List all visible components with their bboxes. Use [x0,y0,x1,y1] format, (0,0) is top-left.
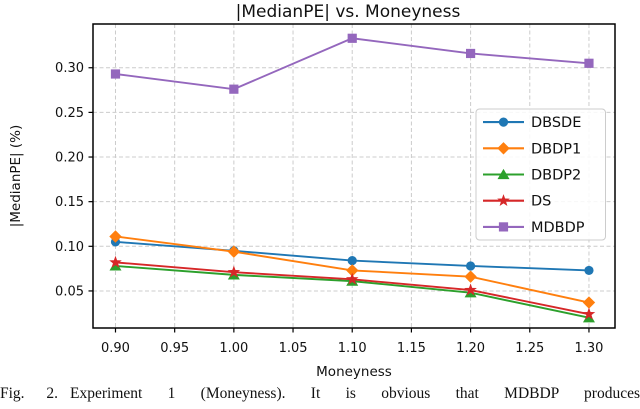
legend-marker-DBSDE [498,117,509,127]
x-tick-label: 1.10 [338,341,367,356]
data-point-DS [345,272,359,285]
data-point-MDBDP [110,69,121,79]
y-axis-label: |MedianPE| (%) [8,125,24,228]
x-tick-label: 0.90 [101,341,130,356]
x-tick-label: 1.20 [456,341,485,356]
figure-caption-text: Experiment 1 (Moneyness). It is obvious … [70,385,640,402]
data-point-DBDP2 [582,312,595,323]
data-point-DS [582,307,596,320]
data-point-DBSDE [465,261,476,271]
medianpe-vs-moneyness-chart: 0.90 0.95 1.00 1.05 1.10 1.15 1.20 1.25 1.30 0.05… [8,2,616,380]
legend-marker-DBDP1 [497,142,510,155]
data-point-DS [109,255,122,268]
x-tick-label: 1.25 [515,341,544,356]
legend-box [475,108,606,241]
data-point-DBDP2 [109,260,122,271]
legend-marker-DS [497,194,510,207]
data-point-MDBDP [347,33,357,43]
data-point-DBDP1 [346,264,359,277]
data-point-DBDP1 [464,270,477,283]
figure-caption: Fig. 2. Experiment 1 (Moneyness). It is o… [0,384,640,404]
plot-border [92,23,616,329]
figure-label: Fig. 2. [0,385,58,402]
legend-label-DBDP1: DBDP1 [531,141,581,157]
data-point-DBDP1 [582,296,596,309]
legend-marker-MDBDP [498,222,509,232]
data-point-MDBDP [229,84,239,94]
data-point-MDBDP [584,58,594,68]
data-point-DBDP1 [227,245,241,258]
data-point-MDBDP [465,48,476,59]
y-tick-label: 0.20 [55,151,84,166]
y-tick-label: 0.25 [55,106,84,121]
x-tick-label: 1.15 [397,341,426,356]
data-point-DBDP1 [109,230,122,243]
data-point-DS [227,265,241,278]
data-point-DBSDE [584,265,594,276]
x-tick-label: 1.05 [279,341,308,356]
y-tick-label: 0.30 [55,61,84,76]
chart-title: |MedianPE| vs. Moneyness [236,2,461,22]
y-tick-label: 0.05 [55,284,84,299]
x-tick-label: 1.00 [219,341,248,356]
y-tick-label: 0.15 [55,195,84,210]
data-point-DBSDE [347,255,357,266]
x-tick-label: 0.95 [160,341,189,356]
data-point-DS [464,283,477,296]
legend-label-DS: DS [531,194,551,210]
legend-label-MDBDP: MDBDP [531,220,585,236]
legend-marker-DBDP2 [497,168,510,180]
x-tick-label: 1.30 [574,341,603,356]
legend-label-DBDP2: DBDP2 [531,168,581,184]
y-tick-label: 0.10 [55,240,84,255]
legend-label-DBSDE: DBSDE [531,115,581,131]
x-axis-label: Moneyness [316,364,392,380]
